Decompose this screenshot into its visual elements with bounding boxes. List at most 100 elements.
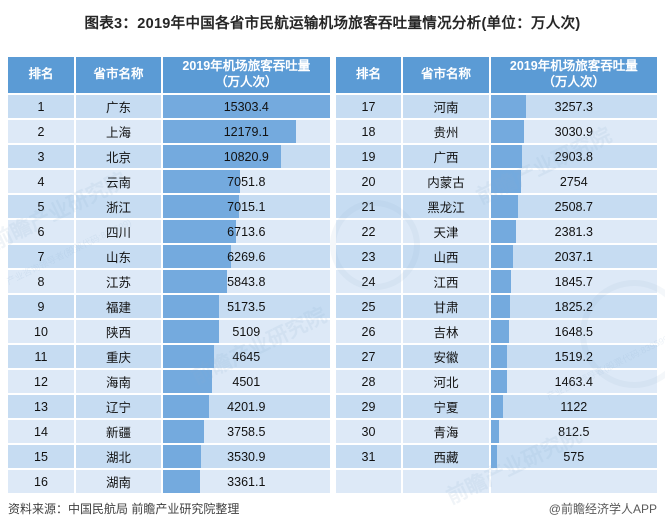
rank-cell: 7 (8, 245, 74, 268)
value-cell: 4645 (163, 345, 330, 368)
value-bar (163, 270, 227, 293)
rank-cell: 25 (335, 295, 402, 318)
rank-cell: 12 (8, 370, 74, 393)
province-cell: 云南 (75, 170, 162, 193)
value-text: 7015.1 (227, 199, 266, 214)
rank-cell: 16 (8, 470, 74, 493)
value-text: 3030.9 (554, 124, 593, 139)
rank-cell: 18 (335, 120, 402, 143)
value-cell: 6713.6 (163, 220, 330, 243)
value-text: 4501 (232, 374, 261, 389)
value-bar (490, 395, 503, 418)
value-bar (163, 345, 214, 368)
table-right-block: 排名 省市名称 2019年机场旅客吞吐量 （万人次） 17 河南 3257.3 18 贵… (335, 57, 657, 493)
table-row: 31 西藏 575 (335, 445, 657, 468)
value-bar (163, 470, 200, 493)
table-row: 6 四川 6713.6 (8, 220, 330, 243)
header-rank: 排名 (335, 57, 402, 93)
rank-cell: 24 (335, 270, 402, 293)
value-bar (163, 445, 202, 468)
table-row: 29 宁夏 1122 (335, 395, 657, 418)
province-cell: 江西 (403, 270, 489, 293)
rank-cell: 20 (335, 170, 402, 193)
value-bar (490, 295, 511, 318)
province-cell: 黑龙江 (403, 195, 489, 218)
value-cell: 5843.8 (163, 270, 330, 293)
value-cell: 10820.9 (163, 145, 330, 168)
header-province: 省市名称 (403, 57, 489, 93)
value-bar (490, 145, 523, 168)
table-row: 25 甘肃 1825.2 (335, 295, 657, 318)
rank-cell: 26 (335, 320, 402, 343)
value-text: 1463.4 (554, 374, 593, 389)
value-cell: 1519.2 (490, 345, 657, 368)
value-text: 2754 (559, 174, 588, 189)
value-text: 3530.9 (227, 449, 266, 464)
table-row: 14 新疆 3758.5 (8, 420, 330, 443)
header-throughput-line1: 2019年机场旅客吞吐量 (509, 59, 638, 74)
rank-cell: 23 (335, 245, 402, 268)
value-bar (490, 345, 508, 368)
value-text: 12179.1 (223, 124, 269, 139)
table-row: 23 山西 2037.1 (335, 245, 657, 268)
value-text: 6269.6 (227, 249, 266, 264)
value-text: 6713.6 (227, 224, 266, 239)
table-row: 22 天津 2381.3 (335, 220, 657, 243)
value-bar (490, 220, 517, 243)
rank-cell: 4 (8, 170, 74, 193)
province-cell: 海南 (75, 370, 162, 393)
value-cell: 5173.5 (163, 295, 330, 318)
table-row: 30 青海 812.5 (335, 420, 657, 443)
value-text: 1648.5 (554, 324, 593, 339)
value-cell: 2903.8 (490, 145, 657, 168)
value-cell: 3530.9 (163, 445, 330, 468)
province-cell: 江苏 (75, 270, 162, 293)
rank-cell: 3 (8, 145, 74, 168)
value-text: 7051.8 (227, 174, 266, 189)
value-cell: 1845.7 (490, 270, 657, 293)
table-row: 11 重庆 4645 (8, 345, 330, 368)
province-cell: 四川 (75, 220, 162, 243)
value-cell: 1122 (490, 395, 657, 418)
rank-cell: 30 (335, 420, 402, 443)
rank-cell: 2 (8, 120, 74, 143)
province-cell: 天津 (403, 220, 489, 243)
value-cell (490, 470, 657, 493)
province-cell: 上海 (75, 120, 162, 143)
ranking-table: 排名 省市名称 2019年机场旅客吞吐量 （万人次） 1 广东 15303.4 2 上海… (8, 57, 657, 493)
value-text: 1825.2 (554, 299, 593, 314)
value-bar (490, 120, 524, 143)
table-row: 19 广西 2903.8 (335, 145, 657, 168)
value-text: 5173.5 (227, 299, 266, 314)
province-cell: 河南 (403, 95, 489, 118)
value-text: 1845.7 (554, 274, 593, 289)
value-bar (163, 320, 219, 343)
province-cell: 湖北 (75, 445, 162, 468)
rank-cell: 31 (335, 445, 402, 468)
value-text: 15303.4 (223, 99, 269, 114)
credit-text: @前瞻经济学人APP (548, 502, 657, 516)
header-throughput-line2: （万人次） (215, 75, 278, 89)
chart-title: 图表3：2019年中国各省市民航运输机场旅客吞吐量情况分析(单位：万人次) (84, 16, 581, 32)
value-cell: 3361.1 (163, 470, 330, 493)
value-bar (490, 195, 518, 218)
province-cell: 河北 (403, 370, 489, 393)
value-bar (490, 170, 521, 193)
table-row: 28 河北 1463.4 (335, 370, 657, 393)
rank-cell: 6 (8, 220, 74, 243)
value-bar (163, 220, 237, 243)
value-text: 1122 (560, 399, 588, 414)
rank-cell: 29 (335, 395, 402, 418)
province-cell: 贵州 (403, 120, 489, 143)
value-cell: 4201.9 (163, 395, 330, 418)
rank-cell: 13 (8, 395, 74, 418)
value-bar (490, 95, 526, 118)
value-cell: 3758.5 (163, 420, 330, 443)
rank-cell: 19 (335, 145, 402, 168)
table-row: 15 湖北 3530.9 (8, 445, 330, 468)
rank-cell: 28 (335, 370, 402, 393)
table-row: 1 广东 15303.4 (8, 95, 330, 118)
province-cell: 吉林 (403, 320, 489, 343)
table-row: 3 北京 10820.9 (8, 145, 330, 168)
value-bar (490, 245, 513, 268)
